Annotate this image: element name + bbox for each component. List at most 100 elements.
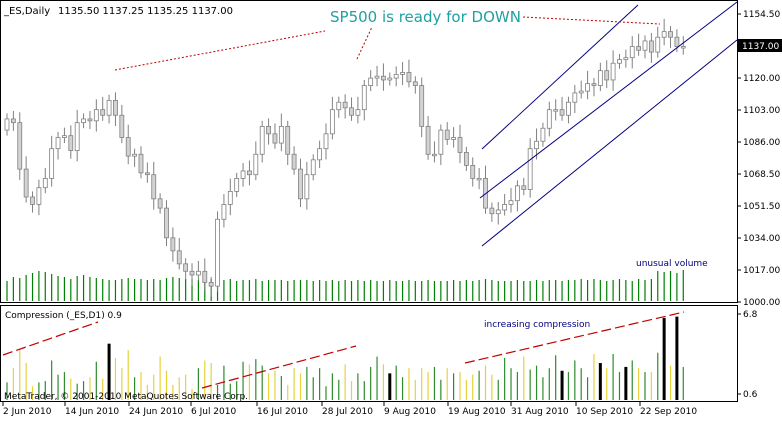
price-axis-label: 1034.00	[743, 234, 780, 244]
candle-body	[502, 204, 508, 211]
candle-body	[527, 148, 533, 190]
candle-body	[457, 137, 463, 153]
channel-line	[479, 1, 738, 199]
price-chart-frame[interactable]	[0, 0, 738, 303]
indicator-axis[interactable]: 6.8 0.6	[737, 310, 758, 400]
candle-body	[329, 109, 335, 135]
ohlc-label: 1135.50 1137.25 1135.25 1137.00	[58, 6, 233, 17]
candle-body	[119, 114, 125, 138]
candle-body	[444, 129, 450, 140]
candle-body	[4, 118, 10, 131]
candle-body	[578, 90, 584, 94]
candle-body	[655, 36, 661, 53]
channel-line	[481, 4, 639, 150]
candle-body	[451, 137, 457, 140]
candle-body	[227, 191, 233, 205]
candle-body	[157, 198, 163, 209]
candle-body	[540, 127, 546, 142]
candle-body	[508, 200, 514, 205]
candle-body	[674, 36, 680, 47]
increasing-compression-annotation: increasing compression	[484, 320, 590, 330]
candle-body	[208, 282, 214, 287]
current-price-box	[738, 39, 782, 52]
unusual-volume-annotation: unusual volume	[636, 259, 708, 269]
time-axis-label: 6 Jul 2010	[191, 407, 236, 417]
candle-body	[336, 101, 342, 111]
time-axis-label: 2 Jun 2010	[3, 407, 52, 417]
candle-body	[381, 75, 386, 81]
trend-dashed-lines	[114, 16, 661, 71]
candle-body	[648, 40, 654, 53]
candle-body	[234, 177, 240, 192]
candle-body	[278, 125, 284, 144]
candle-body	[285, 125, 291, 155]
candle-body	[55, 137, 61, 150]
trend-channel[interactable]	[479, 1, 738, 247]
candle-body	[215, 218, 220, 287]
compression-dashed-lines	[2, 311, 685, 389]
current-price-label: 1137.00	[742, 42, 779, 52]
candle-body	[266, 125, 271, 135]
compression-dashed-line	[2, 321, 99, 356]
copyright-label: MetaTrader, © 2001-2010 MetaQuotes Softw…	[4, 392, 248, 402]
compression-dashed-line	[201, 345, 357, 389]
time-axis-label: 10 Sep 2010	[576, 407, 633, 417]
indicator-max-label: 6.8	[743, 310, 758, 320]
compression-histogram	[6, 316, 684, 400]
candle-body	[106, 99, 112, 116]
candle-body	[17, 122, 23, 170]
indicator-frame[interactable]	[0, 305, 738, 402]
candle-body	[342, 101, 348, 109]
candle-body	[534, 140, 539, 150]
candle-body	[151, 174, 157, 200]
candle-body	[368, 77, 374, 86]
candle-body	[393, 73, 399, 79]
time-axis-label: 14 Jun 2010	[65, 407, 119, 417]
candle-body	[74, 122, 80, 151]
candle-body	[310, 159, 316, 176]
candle-body	[463, 151, 469, 166]
candle-body	[425, 125, 431, 155]
candle-body	[144, 172, 150, 176]
candle-body	[291, 153, 297, 170]
candle-body	[23, 168, 29, 198]
time-axis-label: 16 Jul 2010	[257, 407, 308, 417]
candle-body	[93, 109, 99, 122]
candle-body	[30, 196, 35, 205]
time-axis[interactable]: 2 Jun 2010 14 Jun 2010 24 Jun 2010 6 Jul 20…	[2, 402, 697, 417]
candle-body	[68, 135, 74, 151]
candle-body	[259, 125, 265, 155]
time-axis-label: 9 Aug 2010	[384, 407, 436, 417]
candle-body	[195, 270, 201, 276]
candle-body	[170, 237, 176, 252]
price-axis-label: 1086.00	[743, 138, 780, 148]
candle-body	[546, 109, 552, 129]
candle-body	[183, 263, 189, 272]
candle-body	[559, 109, 565, 116]
candle-body	[400, 72, 405, 75]
candle-body	[419, 85, 425, 127]
title-annotation: SP500 is ready for DOWN	[330, 8, 521, 26]
candle-body	[629, 46, 635, 59]
candle-body	[572, 92, 578, 103]
candle-body	[361, 85, 367, 111]
price-axis-label: 1068.50	[743, 170, 780, 180]
candle-body	[438, 129, 444, 155]
candle-body	[406, 72, 412, 83]
candle-body	[87, 118, 93, 122]
candle-body	[42, 177, 48, 189]
candle-body	[432, 153, 437, 157]
candle-body	[298, 168, 303, 200]
price-axis-label: 1154.50	[743, 10, 780, 20]
time-axis-label: 31 Aug 2010	[511, 407, 569, 417]
candle-body	[553, 109, 559, 112]
candle-body	[617, 59, 622, 64]
time-axis-label: 28 Jul 2010	[322, 407, 373, 417]
candle-body	[680, 46, 686, 49]
price-axis[interactable]: 1154.501137.251120.001103.001086.001068.…	[737, 10, 780, 308]
candle-body	[374, 75, 380, 79]
candle-body	[566, 101, 571, 116]
candle-body	[476, 177, 482, 181]
candle-body	[604, 70, 610, 81]
candle-body	[272, 133, 278, 144]
